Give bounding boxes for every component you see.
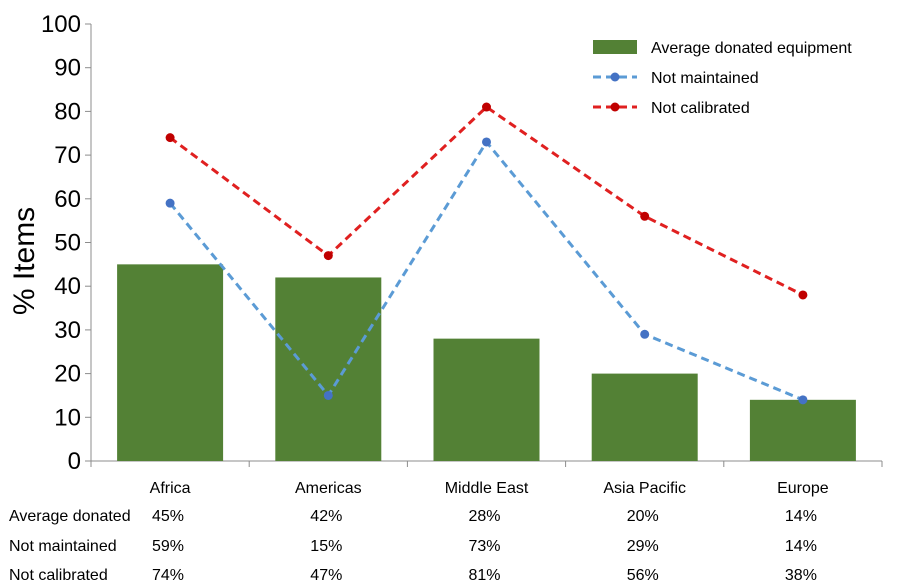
- point-not-calibrated: [640, 211, 650, 221]
- bar-americas: [275, 277, 382, 461]
- data-table: Average donated 45% 42% 28% 20% 14% Not mainta…: [9, 508, 817, 584]
- bars: [117, 264, 856, 461]
- legend-swatch-marker: [610, 102, 620, 112]
- table-row-label: Not maintained: [9, 538, 117, 555]
- category-labels: Africa Americas Middle East Asia Pacific Eur…: [150, 480, 829, 497]
- legend-label: Average donated equipment: [651, 40, 852, 57]
- lines: [165, 102, 808, 405]
- y-tick-label: 50: [54, 230, 81, 257]
- table-cell: 29%: [627, 538, 659, 555]
- y-tick-label: 10: [54, 404, 81, 431]
- point-not-calibrated: [323, 251, 333, 261]
- y-tick-label: 80: [54, 98, 81, 125]
- table-cell: 56%: [627, 567, 659, 584]
- x-tick-label: Middle East: [445, 480, 529, 497]
- table-cell: 14%: [785, 538, 817, 555]
- line-not-calibrated: [169, 105, 804, 297]
- point-not-maintained: [323, 390, 333, 400]
- point-not-maintained: [640, 329, 650, 339]
- x-tick-label: Asia Pacific: [603, 480, 686, 497]
- table-cell: 45%: [152, 508, 184, 525]
- y-tick-label: 0: [68, 448, 81, 475]
- table-cell: 20%: [627, 508, 659, 525]
- legend-label: Not maintained: [651, 70, 759, 87]
- x-tick-label: Europe: [777, 480, 829, 497]
- y-tick-label: 60: [54, 186, 81, 213]
- table-cell: 14%: [785, 508, 817, 525]
- legend-swatch-marker: [610, 72, 620, 82]
- table-cell: 15%: [310, 538, 342, 555]
- axes: 0 10 20 30 40 50 60 70 80 90 100: [41, 11, 883, 475]
- y-axis-label: % Items: [8, 207, 41, 315]
- point-not-maintained: [165, 198, 175, 208]
- bar-middle-east: [433, 338, 540, 461]
- table-cell: 38%: [785, 567, 817, 584]
- legend-label: Not calibrated: [651, 100, 750, 117]
- table-cell: 81%: [469, 567, 501, 584]
- y-tick-label: 30: [54, 317, 81, 344]
- point-not-calibrated: [165, 133, 175, 143]
- table-cell: 59%: [152, 538, 184, 555]
- table-row-label: Not calibrated: [9, 567, 108, 584]
- table-row-label: Average donated: [9, 508, 131, 525]
- x-tick-label: Africa: [150, 480, 191, 497]
- y-tick-label: 40: [54, 273, 81, 300]
- point-not-maintained: [798, 395, 808, 405]
- legend-swatch-bar: [593, 40, 637, 54]
- point-not-calibrated: [482, 102, 491, 112]
- table-cell: 73%: [469, 538, 501, 555]
- table-cell: 47%: [310, 567, 342, 584]
- point-not-maintained: [482, 137, 491, 147]
- table-cell: 42%: [310, 508, 342, 525]
- y-tick-label: 70: [54, 142, 81, 169]
- point-not-calibrated: [798, 290, 808, 300]
- y-tick-label: 20: [54, 361, 81, 388]
- bar-europe: [749, 399, 856, 461]
- table-cell: 74%: [152, 567, 184, 584]
- y-tick-label: 100: [41, 11, 81, 38]
- bar-asia-pacific: [591, 373, 698, 461]
- x-tick-label: Americas: [295, 480, 362, 497]
- bar-africa: [117, 264, 224, 461]
- y-tick-label: 90: [54, 55, 81, 82]
- table-cell: 28%: [469, 508, 501, 525]
- legend: Average donated equipment Not maintained N…: [593, 40, 852, 117]
